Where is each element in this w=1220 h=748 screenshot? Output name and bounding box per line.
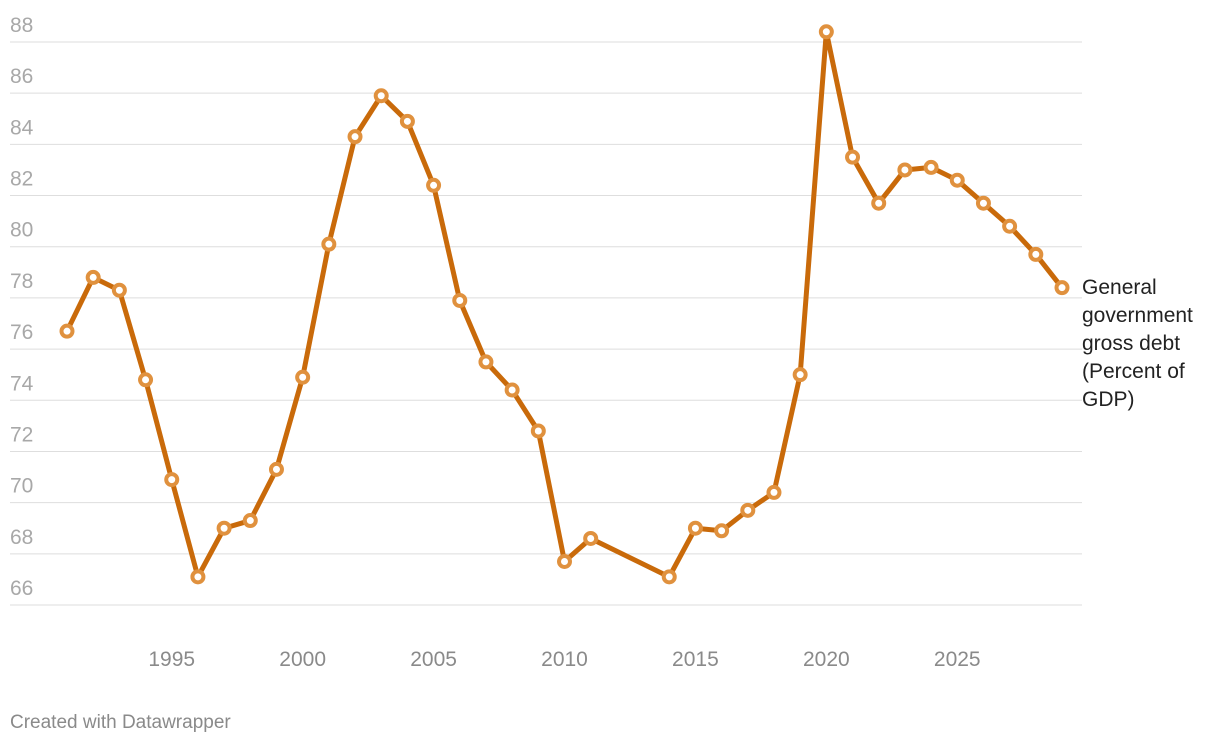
x-tick-label: 2015 xyxy=(672,648,719,671)
y-tick-label: 82 xyxy=(10,168,33,191)
line xyxy=(64,29,1064,580)
point xyxy=(557,553,572,569)
line-label: General government gross debt (Percent o… xyxy=(1082,276,1193,411)
point xyxy=(1054,280,1070,296)
x-tick-label: 2005 xyxy=(410,648,457,671)
point xyxy=(268,461,284,477)
point xyxy=(216,520,232,536)
point xyxy=(818,24,834,40)
point xyxy=(373,88,389,104)
y-tick-label: 88 xyxy=(10,14,33,37)
y-tick-label: 66 xyxy=(10,577,33,600)
x-tick-label: 2020 xyxy=(803,648,850,671)
point xyxy=(949,172,965,188)
y-tick-label: 78 xyxy=(10,270,33,293)
point xyxy=(1002,218,1018,234)
point xyxy=(504,382,520,398)
y-tick-label: 74 xyxy=(10,372,34,395)
point xyxy=(975,195,991,211)
x-tick-label: 2010 xyxy=(541,648,588,671)
y-tick-label: 68 xyxy=(10,526,33,549)
point xyxy=(740,502,756,518)
point xyxy=(871,195,887,211)
point xyxy=(530,423,546,439)
credit: Created with Datawrapper xyxy=(10,712,231,733)
y-tick-label: 70 xyxy=(10,475,33,498)
point xyxy=(792,367,808,383)
x-tick-label: 2000 xyxy=(279,648,326,671)
x-tick-label: 1995 xyxy=(148,648,195,671)
y-tick-label: 76 xyxy=(10,321,33,344)
point xyxy=(85,269,101,285)
point xyxy=(583,530,599,546)
point xyxy=(347,129,363,145)
point xyxy=(661,569,677,585)
point xyxy=(845,149,861,165)
point xyxy=(138,372,154,388)
point xyxy=(766,484,782,500)
point xyxy=(190,569,206,585)
point xyxy=(1028,246,1044,262)
point xyxy=(399,113,415,129)
point xyxy=(714,523,730,539)
point xyxy=(426,177,442,193)
y-tick-label: 72 xyxy=(10,423,33,446)
point xyxy=(321,236,337,252)
x-tick-label: 2025 xyxy=(934,648,981,671)
y-tick-label: 80 xyxy=(10,219,33,242)
point xyxy=(111,282,127,298)
point xyxy=(478,354,494,370)
y-tick-label: 84 xyxy=(10,116,34,139)
point xyxy=(164,472,180,488)
y-tick-label: 86 xyxy=(10,65,33,88)
point xyxy=(452,292,468,308)
point xyxy=(687,520,703,536)
point xyxy=(242,513,258,529)
point xyxy=(59,323,75,339)
point xyxy=(295,369,311,385)
point xyxy=(923,159,939,175)
point xyxy=(897,162,913,178)
